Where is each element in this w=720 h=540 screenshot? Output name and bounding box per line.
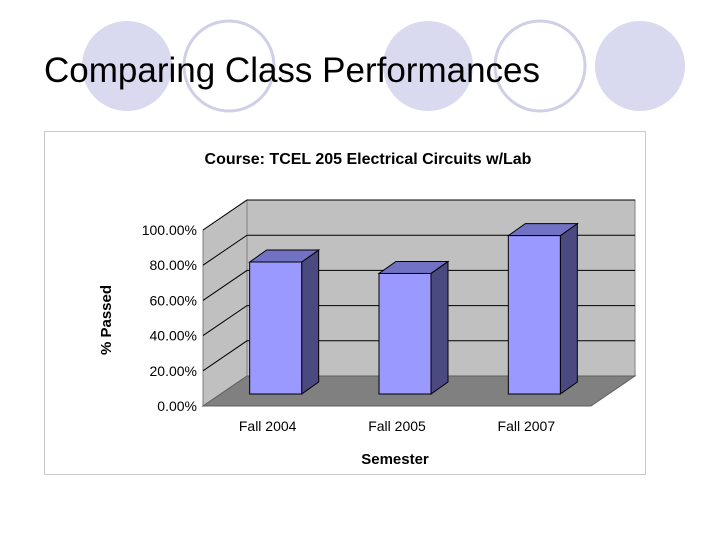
bar-front bbox=[378, 272, 432, 395]
y-tick-label: 100.00% bbox=[142, 222, 197, 238]
bar-side bbox=[301, 249, 320, 395]
y-tick-label: 60.00% bbox=[150, 292, 197, 308]
y-gridline bbox=[202, 340, 635, 372]
decorative-circle bbox=[493, 19, 587, 113]
y-gridline bbox=[202, 199, 635, 231]
x-tick-label: Fall 2005 bbox=[368, 418, 426, 434]
y-gridline bbox=[202, 234, 635, 266]
y-tick-label: 40.00% bbox=[150, 328, 197, 344]
decorative-circle bbox=[383, 21, 473, 111]
decorative-circle bbox=[182, 19, 276, 113]
slide-title: Comparing Class Performances bbox=[44, 51, 541, 90]
chart-title: Course: TCEL 205 Electrical Circuits w/L… bbox=[205, 151, 532, 168]
y-tick-label: 20.00% bbox=[150, 363, 197, 379]
x-axis-label: Semester bbox=[361, 451, 429, 468]
bar bbox=[248, 249, 321, 395]
y-axis-label: % Passed bbox=[98, 285, 115, 355]
bar bbox=[377, 260, 450, 395]
bar-chart: Course: TCEL 205 Electrical Circuits w/L… bbox=[98, 151, 637, 468]
chart-frame: Course: TCEL 205 Electrical Circuits w/L… bbox=[44, 131, 646, 475]
chart-side-wall bbox=[202, 199, 248, 407]
y-gridline bbox=[202, 305, 635, 337]
bar-side bbox=[430, 260, 449, 395]
bar bbox=[506, 222, 579, 395]
y-gridline bbox=[202, 269, 635, 301]
x-tick-label: Fall 2004 bbox=[239, 418, 297, 434]
bar-side bbox=[559, 222, 578, 395]
decorative-circle bbox=[82, 21, 172, 111]
bar-front bbox=[249, 261, 303, 395]
x-tick-label: Fall 2007 bbox=[498, 418, 556, 434]
decorative-circles bbox=[82, 19, 685, 113]
bar-front bbox=[507, 235, 561, 395]
decorative-circle bbox=[595, 21, 685, 111]
y-tick-label: 0.00% bbox=[157, 398, 197, 414]
y-tick-label: 80.00% bbox=[150, 257, 197, 273]
